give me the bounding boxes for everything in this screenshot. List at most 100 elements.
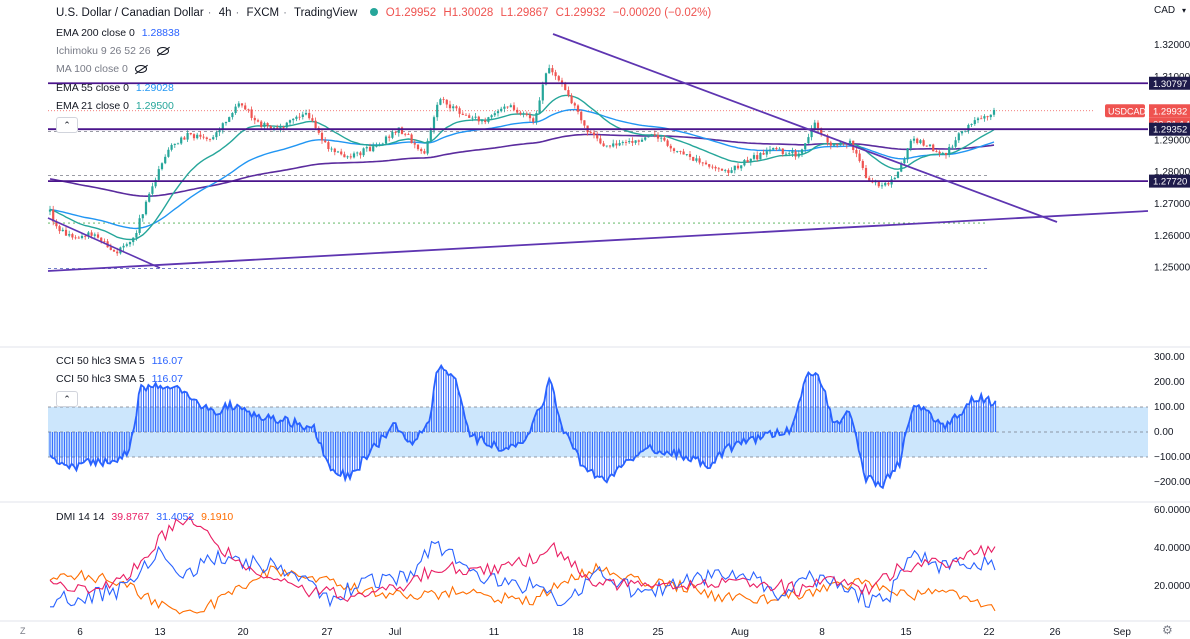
candle-body: [688, 154, 692, 157]
candle-body: [448, 104, 452, 109]
time-tick-label: 11: [489, 627, 500, 638]
candle-body: [973, 120, 976, 125]
candle-body: [948, 146, 951, 155]
candle-body: [660, 137, 663, 139]
candle-body: [247, 109, 250, 111]
legend-ma100[interactable]: MA 100 close 0: [56, 62, 151, 76]
legend-ema200[interactable]: EMA 200 close 0 1.28838: [56, 26, 184, 40]
candle-body: [381, 143, 384, 145]
legend-ema55[interactable]: EMA 55 close 0 1.29028: [56, 81, 178, 95]
candle-body: [429, 130, 432, 141]
candle-body: [877, 181, 880, 187]
candle-body: [656, 135, 660, 139]
candle-body: [112, 249, 116, 252]
candle-body: [471, 117, 474, 119]
candle-body: [90, 232, 93, 236]
interval-label[interactable]: 4h: [218, 7, 232, 19]
candle-body: [458, 108, 461, 114]
candle-body: [176, 143, 180, 145]
price-tick-label: 1.26000: [1154, 231, 1190, 242]
candle-body: [452, 106, 455, 109]
candle-body: [618, 143, 621, 146]
candle-body: [154, 179, 157, 187]
dmi-plus-di-line: [49, 515, 996, 603]
candle-body: [244, 105, 247, 110]
candle-body: [330, 148, 333, 150]
cci-tick-label: 0.00: [1154, 427, 1174, 438]
candle-body: [864, 167, 868, 178]
candle-body: [740, 165, 743, 169]
collapse-legend-button[interactable]: ⌃: [56, 117, 78, 133]
price-badge: [1149, 122, 1190, 136]
dmi-tick-label: 60.0000: [1154, 505, 1190, 516]
gear-icon[interactable]: ⚙: [1162, 623, 1173, 637]
candle-body: [647, 136, 650, 138]
candle-body: [474, 116, 477, 118]
candle-body: [672, 148, 676, 152]
candle-body: [311, 118, 314, 121]
candle-body: [362, 148, 365, 156]
candle-body: [599, 138, 602, 144]
ema55-value: 1.29028: [135, 82, 174, 94]
candle-body: [858, 153, 861, 162]
candle-body: [807, 137, 810, 144]
hidden-eye-icon[interactable]: [157, 47, 170, 55]
candle-body: [263, 123, 266, 127]
time-tick-label: Aug: [731, 627, 749, 638]
candle-body: [426, 140, 429, 154]
candle-body: [759, 152, 762, 160]
candle-body: [394, 131, 397, 133]
hidden-eye-icon[interactable]: [134, 65, 147, 73]
time-tick-label: 15: [900, 627, 912, 638]
candle-body: [679, 151, 682, 152]
candle-body: [477, 116, 480, 122]
candle-body: [64, 229, 68, 236]
candle-body: [685, 154, 688, 155]
dmi-label: DMI 14 14: [56, 511, 105, 523]
candle-body: [932, 144, 935, 152]
candle-body: [682, 151, 685, 155]
candle-body: [711, 166, 714, 168]
collapse-cci-legend-button[interactable]: ⌃: [56, 391, 78, 407]
candle-body: [880, 185, 884, 187]
candle-body: [887, 182, 890, 185]
candle-body: [52, 209, 55, 222]
price-badge-label: 1.29932: [1153, 106, 1187, 117]
trendline-ascending: [47, 217, 161, 269]
legend-cci-2[interactable]: CCI 50 hlc3 SMA 5 116.07: [56, 372, 187, 386]
candle-body: [384, 136, 388, 144]
candle-body: [96, 234, 100, 238]
candle-body: [970, 124, 973, 125]
ema55-label: EMA 55 close 0: [56, 82, 129, 94]
candle-body: [861, 161, 864, 168]
legend-cci-1[interactable]: CCI 50 hlc3 SMA 5 116.07: [56, 354, 187, 368]
candle-body: [522, 113, 525, 115]
candle-body: [141, 214, 144, 219]
candle-body: [61, 229, 64, 232]
candle-body: [272, 127, 276, 130]
candle-body: [928, 144, 932, 146]
legend-ichimoku[interactable]: Ichimoku 9 26 52 26: [56, 44, 173, 58]
candle-body: [208, 138, 212, 140]
candle-body: [167, 149, 170, 157]
candle-body: [256, 120, 260, 122]
legend-dmi[interactable]: DMI 14 14 39.8767 31.4052 9.1910: [56, 510, 237, 524]
candle-body: [490, 115, 493, 118]
candle-body: [730, 170, 733, 173]
candle-body: [71, 234, 74, 238]
candle-body: [378, 144, 381, 146]
candle-body: [231, 113, 234, 118]
time-tick-label: Jul: [389, 627, 402, 638]
candle-body: [551, 68, 554, 73]
symbol-name[interactable]: U.S. Dollar / Canadian Dollar: [56, 7, 204, 19]
cci2-value: 116.07: [151, 373, 183, 385]
ohlc-change: −0.00020 (−0.02%): [612, 7, 712, 19]
candle-body: [765, 151, 768, 155]
candle-body: [84, 235, 87, 237]
ohlc-low: L1.29867: [500, 7, 549, 19]
candle-body: [528, 114, 532, 119]
timezone-button[interactable]: Z: [20, 626, 26, 636]
candle-body: [279, 127, 282, 130]
legend-ema21[interactable]: EMA 21 close 0 1.29500: [56, 99, 178, 113]
